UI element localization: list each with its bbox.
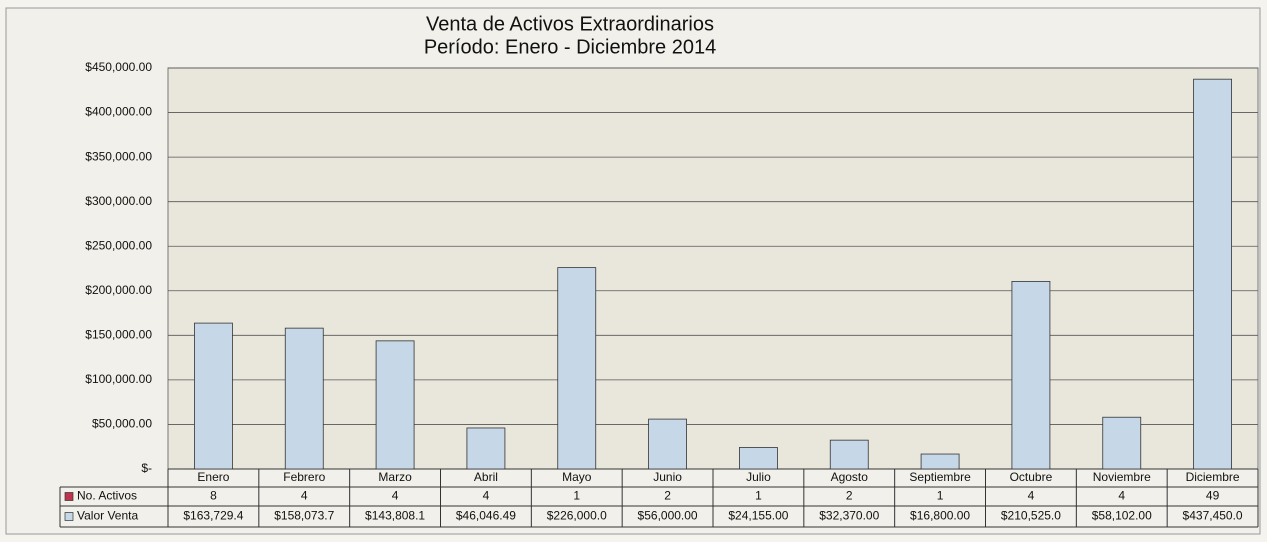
- legend-label: No. Activos: [77, 489, 137, 503]
- table-cell: $210,525.0: [1001, 509, 1061, 523]
- table-cell: $158,073.7: [274, 509, 334, 523]
- table-cell: $16,800.00: [910, 509, 970, 523]
- table-cell: 4: [483, 489, 490, 503]
- bar: [1102, 416, 1142, 470]
- table-cell: 2: [664, 489, 671, 503]
- table-cell: $226,000.0: [547, 509, 607, 523]
- table-cell: 1: [755, 489, 762, 503]
- table-cell: $163,729.4: [183, 509, 243, 523]
- category-label: Noviembre: [1093, 470, 1151, 484]
- table-cell: $143,808.1: [365, 509, 425, 523]
- table-cell: 1: [937, 489, 944, 503]
- table-cell: 4: [301, 489, 308, 503]
- y-tick-label: $400,000.00: [85, 105, 152, 119]
- table-cell: 1: [573, 489, 580, 503]
- bar: [829, 439, 869, 470]
- chart-subtitle: Período: Enero - Diciembre 2014: [424, 36, 716, 58]
- category-label: Septiembre: [909, 470, 971, 484]
- table-cell: $32,370.00: [819, 509, 879, 523]
- y-tick-label: $100,000.00: [85, 372, 152, 386]
- category-label: Marzo: [378, 470, 412, 484]
- bar: [648, 418, 687, 470]
- bar: [557, 267, 597, 470]
- table-cell: $437,450.0: [1183, 509, 1243, 523]
- plot-area: [167, 67, 1259, 470]
- table-cell: $46,046.49: [456, 509, 516, 523]
- legend-key: [64, 512, 74, 521]
- table-cell: 2: [846, 489, 853, 503]
- bar: [194, 322, 233, 470]
- chart-title: Venta de Activos Extraordinarios: [426, 13, 714, 35]
- y-tick-label: $50,000.00: [92, 417, 152, 431]
- table-cell: $24,155.00: [728, 509, 788, 523]
- table-cell: 4: [1118, 489, 1125, 503]
- bar: [375, 340, 415, 470]
- y-tick-label: $200,000.00: [85, 283, 152, 297]
- y-tick-label: $300,000.00: [85, 194, 152, 208]
- legend-key: [64, 492, 74, 501]
- category-label: Enero: [197, 470, 229, 484]
- legend-label: Valor Venta: [77, 509, 138, 523]
- bar: [284, 327, 324, 470]
- bar: [739, 447, 778, 470]
- bar: [466, 427, 506, 470]
- table-cell: $56,000.00: [638, 509, 698, 523]
- y-tick-label: $-: [141, 461, 152, 475]
- category-label: Agosto: [831, 470, 869, 484]
- category-label: Diciembre: [1186, 470, 1240, 484]
- table-cell: 8: [210, 489, 217, 503]
- bar: [1193, 78, 1232, 470]
- table-cell: 4: [392, 489, 399, 503]
- category-label: Junio: [653, 470, 682, 484]
- category-label: Abril: [474, 470, 498, 484]
- table-cell: 49: [1206, 489, 1220, 503]
- category-label: Julio: [746, 470, 771, 484]
- y-tick-label: $150,000.00: [85, 328, 152, 342]
- y-tick-label: $350,000.00: [85, 149, 152, 163]
- table-cell: 4: [1028, 489, 1035, 503]
- table-cell: $58,102.00: [1092, 509, 1152, 523]
- category-label: Mayo: [562, 470, 592, 484]
- bar: [1011, 280, 1051, 470]
- category-label: Octubre: [1010, 470, 1053, 484]
- y-tick-label: $450,000.00: [85, 60, 152, 74]
- category-label: Febrero: [283, 470, 325, 484]
- y-tick-label: $250,000.00: [85, 238, 152, 252]
- bar: [920, 453, 960, 470]
